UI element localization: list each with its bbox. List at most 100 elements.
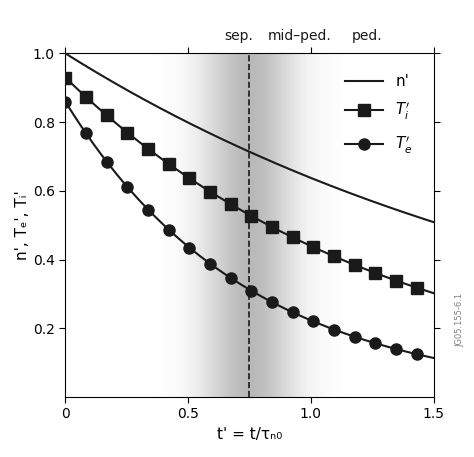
Bar	[271, 53, 272, 397]
Bar	[151, 53, 152, 397]
Bar	[249, 53, 250, 397]
Bar	[334, 53, 335, 397]
Bar	[183, 53, 184, 397]
Bar	[168, 53, 169, 397]
Bar	[195, 53, 196, 397]
Bar	[283, 53, 284, 397]
Bar	[220, 53, 221, 397]
Bar	[228, 53, 229, 397]
n'	[422, 217, 428, 222]
Bar	[323, 53, 324, 397]
Bar	[176, 53, 177, 397]
$T_e'$	[63, 99, 68, 105]
Bar	[310, 53, 311, 397]
n'	[237, 145, 243, 150]
Bar	[235, 53, 236, 397]
$T_e'$	[365, 338, 370, 344]
Bar	[324, 53, 325, 397]
Bar	[206, 53, 207, 397]
Bar	[274, 53, 275, 397]
Bar	[209, 53, 210, 397]
Bar	[278, 53, 279, 397]
Bar	[214, 53, 215, 397]
$T_i'$	[422, 287, 428, 293]
Bar	[243, 53, 244, 397]
Bar	[275, 53, 276, 397]
Bar	[330, 53, 331, 397]
Bar	[196, 53, 197, 397]
Bar	[174, 53, 175, 397]
$T_e'$	[282, 306, 288, 311]
Bar	[255, 53, 256, 397]
Bar	[163, 53, 164, 397]
Line: n': n'	[65, 53, 434, 222]
Bar	[258, 53, 259, 397]
Bar	[236, 53, 237, 397]
Bar	[207, 53, 208, 397]
Bar	[156, 53, 157, 397]
Bar	[285, 53, 286, 397]
Bar	[186, 53, 187, 397]
Bar	[279, 53, 280, 397]
Bar	[219, 53, 220, 397]
Bar	[193, 53, 194, 397]
Bar	[296, 53, 297, 397]
Bar	[299, 53, 300, 397]
Bar	[341, 53, 342, 397]
Bar	[213, 53, 214, 397]
Bar	[164, 53, 165, 397]
Bar	[172, 53, 173, 397]
Bar	[261, 53, 262, 397]
Bar	[211, 53, 212, 397]
$T_e'$	[262, 296, 268, 301]
$T_i'$	[237, 207, 243, 213]
Bar	[244, 53, 245, 397]
$T_i'$	[431, 291, 437, 296]
Bar	[292, 53, 293, 397]
Bar	[333, 53, 334, 397]
Bar	[300, 53, 301, 397]
Bar	[267, 53, 268, 397]
Bar	[332, 53, 333, 397]
Bar	[259, 53, 260, 397]
Text: JG05.155-6.1: JG05.155-6.1	[456, 293, 464, 347]
n'	[431, 219, 437, 225]
Bar	[306, 53, 307, 397]
Bar	[314, 53, 315, 397]
Bar	[187, 53, 188, 397]
Bar	[155, 53, 156, 397]
Bar	[208, 53, 209, 397]
Bar	[175, 53, 176, 397]
Bar	[272, 53, 273, 397]
Bar	[159, 53, 160, 397]
Bar	[177, 53, 178, 397]
Bar	[167, 53, 168, 397]
Bar	[182, 53, 183, 397]
Bar	[234, 53, 235, 397]
Bar	[157, 53, 158, 397]
Bar	[289, 53, 290, 397]
Bar	[222, 53, 223, 397]
Bar	[216, 53, 217, 397]
Bar	[223, 53, 224, 397]
Bar	[162, 53, 163, 397]
Bar	[184, 53, 186, 397]
Bar	[218, 53, 219, 397]
Bar	[276, 53, 277, 397]
Bar	[295, 53, 296, 397]
Bar	[197, 53, 199, 397]
Bar	[291, 53, 292, 397]
Bar	[264, 53, 265, 397]
Bar	[268, 53, 269, 397]
Bar	[320, 53, 321, 397]
Bar	[179, 53, 180, 397]
Bar	[309, 53, 310, 397]
Bar	[347, 53, 348, 397]
Bar	[247, 53, 248, 397]
Bar	[217, 53, 218, 397]
Bar	[303, 53, 304, 397]
Bar	[240, 53, 241, 397]
Bar	[200, 53, 201, 397]
n'	[282, 165, 288, 170]
Bar	[189, 53, 190, 397]
